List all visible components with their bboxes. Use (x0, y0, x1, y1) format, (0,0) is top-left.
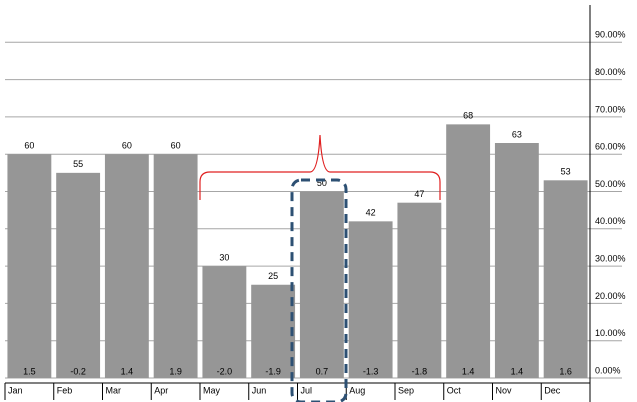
bar-note: 1.4 (511, 366, 524, 376)
x-tick-label: Jan (8, 385, 23, 395)
y-tick-label: 50.00% (595, 179, 626, 189)
x-tick-label: Jun (252, 385, 267, 395)
y-tick-label: 10.00% (595, 328, 626, 338)
bar-note: -2.0 (217, 366, 233, 376)
value-label: 47 (414, 189, 424, 199)
bar (251, 284, 296, 378)
y-tick-label: 40.00% (595, 216, 626, 226)
bar (202, 266, 247, 378)
value-label: 50 (317, 178, 327, 188)
y-tick-label: 90.00% (595, 30, 626, 40)
bar-note: 1.4 (462, 366, 475, 376)
x-tick-label: Feb (57, 385, 73, 395)
x-tick-label: Apr (154, 385, 168, 395)
brace-annotation (199, 134, 441, 200)
bar (543, 180, 588, 378)
x-tick-label: Mar (106, 385, 122, 395)
value-label: 55 (73, 159, 83, 169)
x-tick-label: Dec (544, 385, 561, 395)
bar (153, 154, 198, 378)
bar (348, 221, 393, 378)
plot-area: 0.00% 10.00% 20.00% 30.00% 40.00% 50.00% 60.00… (4, 5, 626, 402)
x-tick-label: Jul (301, 385, 313, 395)
y-tick-label: 0.00% (595, 365, 621, 375)
value-label: 60 (24, 141, 34, 151)
bar-note: -1.9 (265, 366, 281, 376)
bar-note: 0.7 (316, 366, 329, 376)
value-label: 53 (561, 167, 571, 177)
y-tick-label: 60.00% (595, 142, 626, 152)
bar-note: -1.8 (412, 366, 428, 376)
bar (397, 202, 442, 378)
bar-note: 1.5 (23, 366, 36, 376)
x-tick-label: Nov (496, 385, 513, 395)
bar (494, 143, 539, 378)
value-label: 60 (171, 141, 181, 151)
bar (446, 124, 491, 378)
bar-note: -0.2 (70, 366, 86, 376)
x-tick-label: Aug (349, 385, 365, 395)
value-label: 42 (366, 208, 376, 218)
bar-note: 1.9 (169, 366, 182, 376)
bar-note: 1.6 (559, 366, 572, 376)
value-label: 68 (463, 111, 473, 121)
bar-note: -1.3 (363, 366, 379, 376)
x-tick-label: Sep (398, 385, 414, 395)
y-tick-label: 80.00% (595, 67, 626, 77)
value-label: 30 (219, 252, 229, 262)
x-tick-label: Oct (447, 385, 462, 395)
highlight-box (290, 178, 348, 402)
bar (7, 154, 52, 378)
value-label: 60 (122, 141, 132, 151)
value-label: 25 (268, 271, 278, 281)
y-tick-label: 20.00% (595, 291, 626, 301)
bar (299, 191, 344, 378)
x-tick-label: May (203, 385, 221, 395)
bar-note: 1.4 (121, 366, 134, 376)
value-label: 63 (512, 129, 522, 139)
y-tick-label: 30.00% (595, 253, 626, 263)
y-tick-label: 70.00% (595, 104, 626, 114)
bar (56, 172, 101, 378)
bar (104, 154, 149, 378)
